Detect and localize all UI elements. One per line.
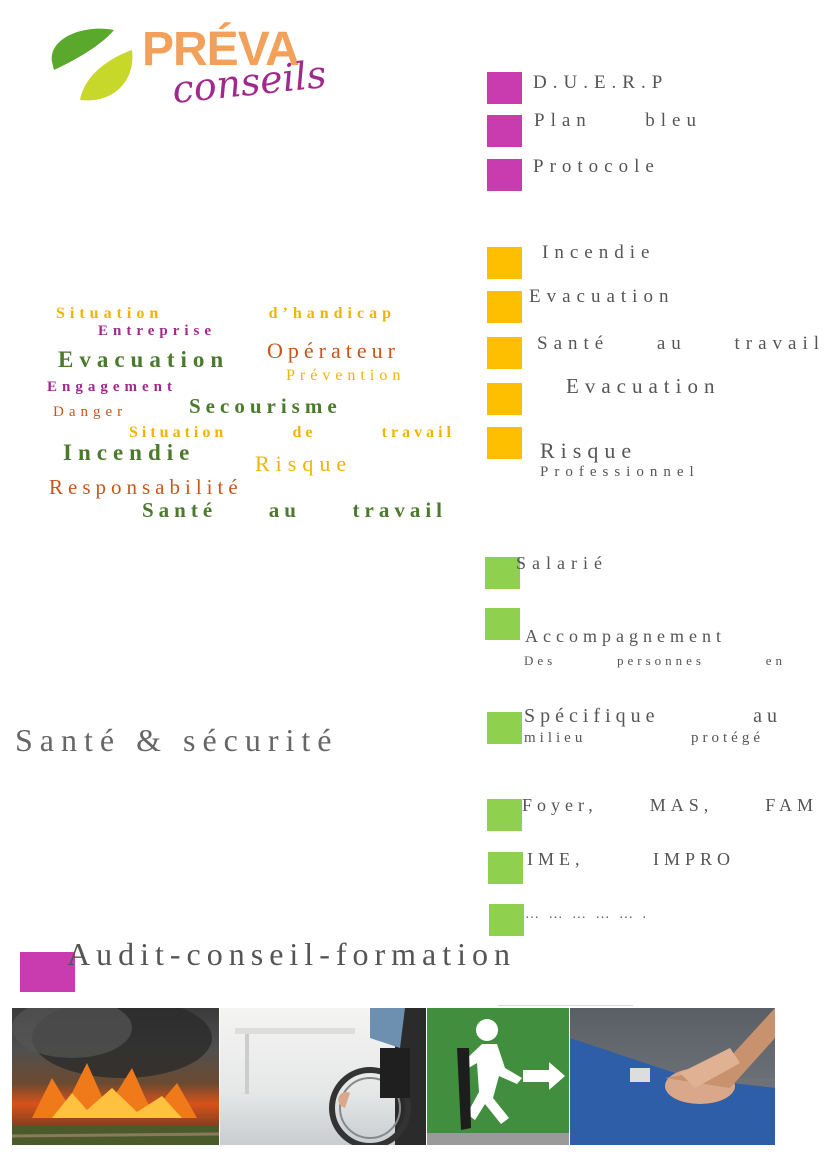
green-square-5 — [488, 852, 523, 884]
cloud-risque: Risque — [255, 451, 353, 476]
green-label-specifique-sub: milieu protégé — [524, 730, 764, 746]
logo-leaf-icon — [51, 28, 133, 101]
green-label-etc: … … … … … . — [525, 907, 649, 922]
footer-square — [20, 952, 75, 992]
yellow-square-3 — [487, 337, 522, 369]
green-label-accompagnement-sub: Des personnes en — [524, 653, 786, 668]
green-square-3 — [487, 712, 522, 744]
green-label-specifique: Spécifique au — [524, 705, 782, 727]
yellow-label-evacuation-2: Evacuation — [566, 374, 721, 398]
magenta-square-1 — [487, 72, 522, 104]
yellow-label-incendie: Incendie — [542, 242, 656, 263]
fire-photo — [12, 1008, 219, 1145]
yellow-label-risque-sub: Professionnel — [540, 464, 700, 480]
yellow-label-evacuation: Evacuation — [529, 286, 675, 307]
wheelchair-photo — [220, 1008, 426, 1145]
cloud-secourisme: Secourisme — [189, 394, 342, 418]
cpr-photo — [570, 1008, 775, 1145]
yellow-label-sante: Santé au travail — [537, 333, 825, 354]
green-square-6 — [489, 904, 524, 936]
logo-brand: PRÉVA — [142, 23, 300, 76]
yellow-square-5 — [487, 427, 522, 459]
cloud-responsabilite: Responsabilité — [49, 475, 243, 499]
green-square-1 — [485, 557, 520, 589]
green-label-accompagnement: Accompagnement — [525, 626, 726, 646]
footer-underline — [498, 1005, 633, 1006]
magenta-label-protocole: Protocole — [533, 156, 660, 177]
yellow-square-2 — [487, 291, 522, 323]
magenta-square-2 — [487, 115, 522, 147]
green-square-2 — [485, 608, 520, 640]
footer-title: Audit-conseil-formation — [67, 936, 517, 972]
cloud-prevention: Prévention — [286, 367, 406, 384]
yellow-square-1 — [487, 247, 522, 279]
magenta-label-duerp: D.U.E.R.P — [533, 72, 669, 93]
cloud-sante: Santé au travail — [142, 498, 447, 522]
green-label-foyer: Foyer, MAS, FAM — [522, 795, 818, 815]
logo: PRÉVA conseils — [44, 20, 384, 112]
green-label-ime: IME, IMPRO — [527, 849, 735, 869]
cloud-incendie: Incendie — [63, 440, 196, 465]
cloud-entreprise: Entreprise — [98, 323, 217, 339]
green-square-4 — [487, 799, 522, 831]
cloud-engagement: Engagement — [47, 379, 177, 395]
headline: Santé & sécurité — [15, 722, 339, 758]
exit-sign-photo — [427, 1008, 569, 1145]
cloud-danger: Danger — [53, 404, 128, 420]
magenta-square-3 — [487, 159, 522, 191]
yellow-label-risque: Risque — [540, 438, 638, 463]
green-label-salarie: Salarié — [516, 553, 608, 573]
cloud-operateur: Opérateur — [267, 338, 400, 363]
magenta-label-plan-bleu: Plan bleu — [534, 110, 702, 131]
cloud-evacuation: Evacuation — [58, 347, 230, 372]
cloud-situation-travail: Situation de travail — [129, 424, 455, 441]
yellow-square-4 — [487, 383, 522, 415]
cloud-situation-handicap: Situation d’handicap — [56, 305, 396, 322]
